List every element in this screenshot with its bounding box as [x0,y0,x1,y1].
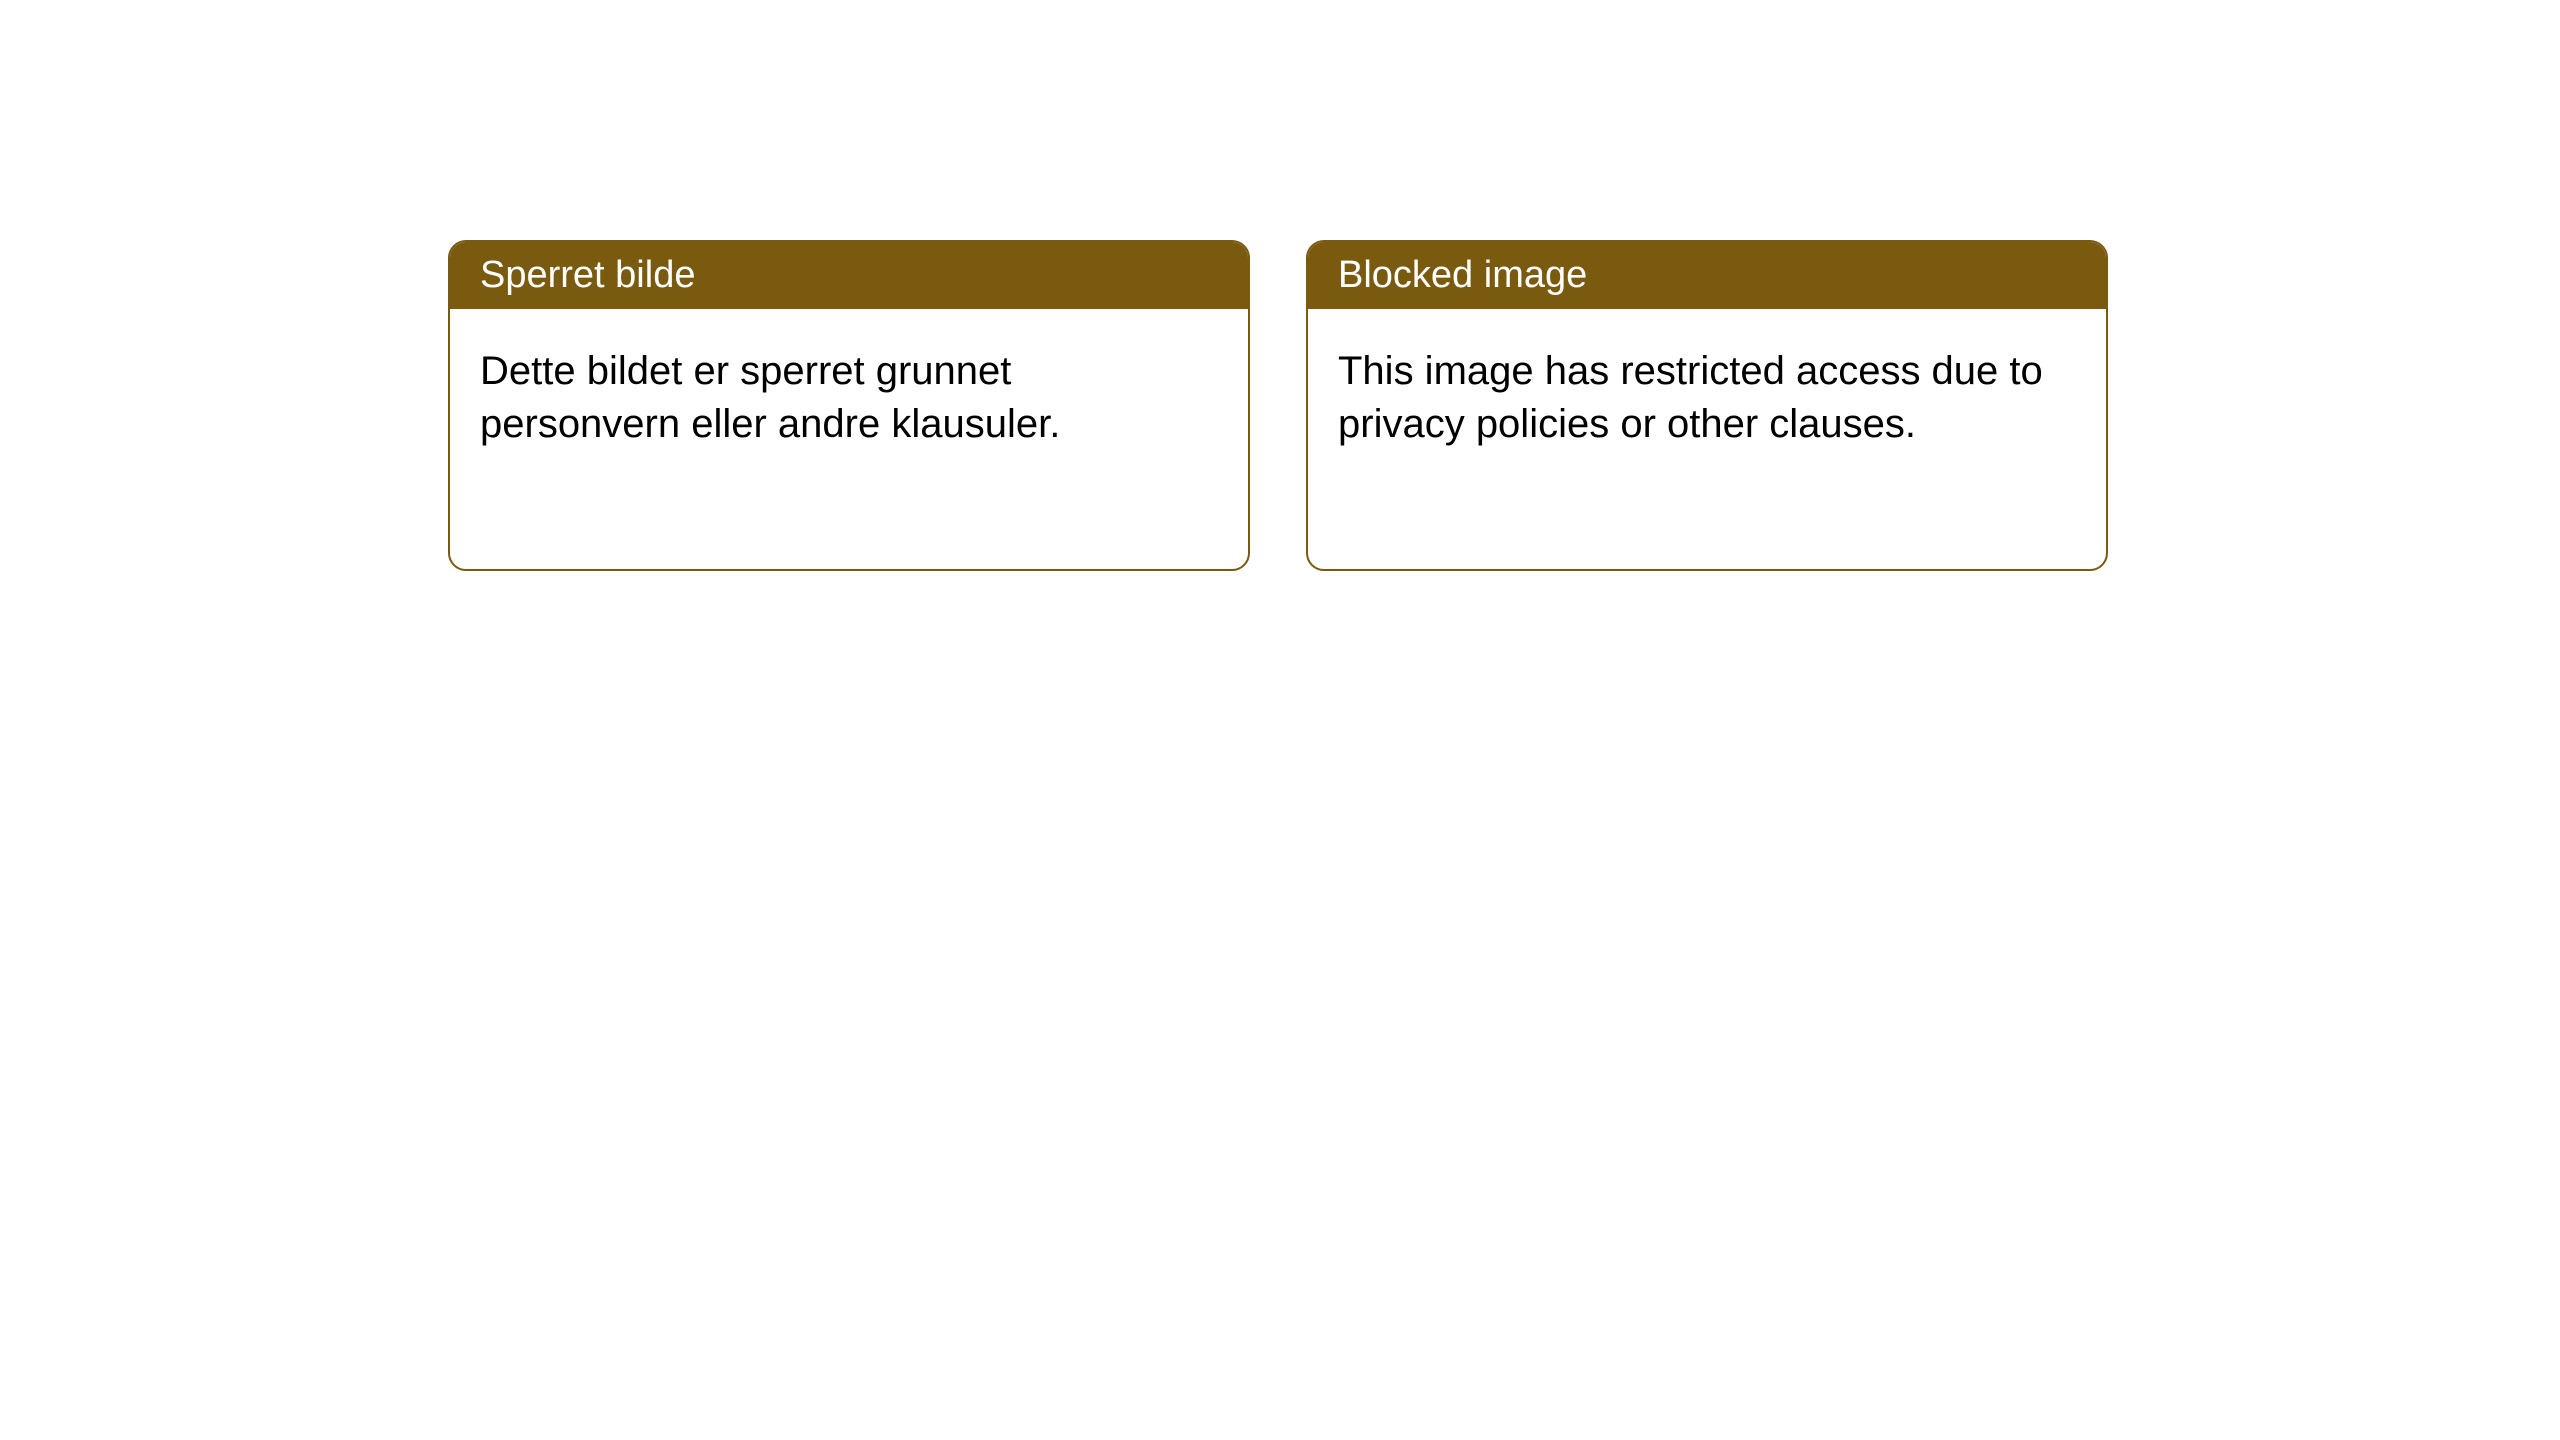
notice-cards-container: Sperret bilde Dette bildet er sperret gr… [448,240,2108,571]
notice-body: Dette bildet er sperret grunnet personve… [450,309,1248,569]
notice-header: Blocked image [1308,242,2106,309]
notice-title: Sperret bilde [480,254,695,296]
notice-body-text: Dette bildet er sperret grunnet personve… [480,349,1060,446]
notice-header: Sperret bilde [450,242,1248,309]
notice-body: This image has restricted access due to … [1308,309,2106,569]
notice-card-english: Blocked image This image has restricted … [1306,240,2108,571]
notice-card-norwegian: Sperret bilde Dette bildet er sperret gr… [448,240,1250,571]
notice-body-text: This image has restricted access due to … [1338,349,2043,446]
notice-title: Blocked image [1338,254,1587,296]
